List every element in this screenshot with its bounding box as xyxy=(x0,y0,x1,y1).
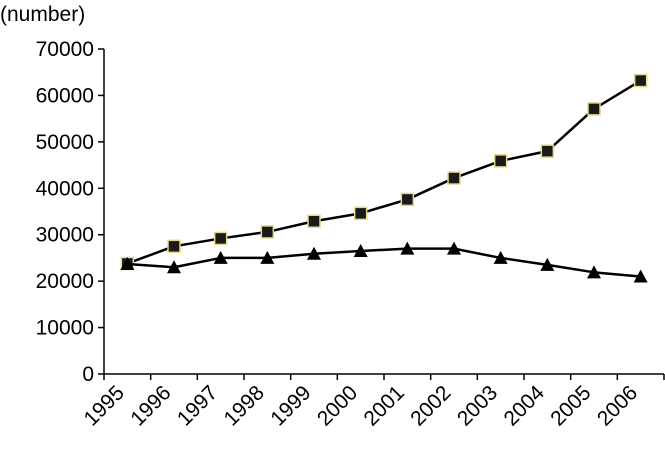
triangle-marker xyxy=(447,241,461,255)
triangle-marker xyxy=(307,246,321,260)
triangle-marker xyxy=(633,269,648,283)
triangle-marker xyxy=(213,250,228,264)
y-tick-label: 0 xyxy=(82,363,94,386)
triangle-marker xyxy=(400,241,415,255)
square-marker xyxy=(540,144,555,158)
square-marker xyxy=(400,192,415,207)
x-tick-label: 2005 xyxy=(546,381,595,430)
triangle-marker xyxy=(540,257,555,271)
y-axis-unit-label: (number) xyxy=(0,3,85,26)
square-marker xyxy=(353,206,368,221)
series-line xyxy=(126,79,642,265)
square-marker xyxy=(493,154,508,168)
y-axis-ticks: 0 10000 20000 30000 40000 50000 60000 70000 xyxy=(36,38,104,386)
x-tick-label: 1997 xyxy=(173,381,222,430)
x-tick-label: 1998 xyxy=(220,381,269,430)
series-line xyxy=(127,247,641,278)
y-tick-label: 20000 xyxy=(36,270,94,293)
x-tick-label: 2006 xyxy=(593,381,642,430)
x-tick-label: 2004 xyxy=(500,381,550,431)
x-tick-label: 2002 xyxy=(406,381,455,430)
square-marker xyxy=(167,239,181,254)
triangle-marker xyxy=(120,256,135,270)
square-marker xyxy=(260,225,275,239)
series-triangle xyxy=(120,241,648,283)
x-axis-ticks: 1995199619971998199920002001200220032004… xyxy=(80,374,665,431)
x-tick-label: 2001 xyxy=(360,381,409,430)
square-marker xyxy=(447,171,461,185)
y-tick-label: 70000 xyxy=(36,38,94,61)
axes xyxy=(103,49,664,375)
series-square xyxy=(120,73,648,271)
x-tick-label: 2003 xyxy=(453,381,502,430)
triangle-marker xyxy=(353,243,368,257)
square-marker xyxy=(633,73,648,88)
y-tick-label: 30000 xyxy=(36,224,94,247)
y-tick-label: 60000 xyxy=(36,84,94,107)
x-tick-label: 2000 xyxy=(313,381,362,430)
triangle-marker xyxy=(260,250,275,264)
x-tick-label: 1999 xyxy=(266,381,315,430)
triangle-marker xyxy=(493,250,508,264)
triangle-marker xyxy=(167,260,181,274)
x-tick-label: 1996 xyxy=(126,381,175,430)
x-tick-label: 1995 xyxy=(80,381,129,430)
square-marker xyxy=(213,231,228,246)
triangle-marker xyxy=(587,265,601,279)
y-tick-label: 50000 xyxy=(36,131,94,154)
series-layer xyxy=(120,73,648,283)
y-tick-label: 40000 xyxy=(36,177,94,200)
square-marker xyxy=(587,102,601,116)
square-marker xyxy=(307,214,321,228)
y-tick-label: 10000 xyxy=(36,317,94,340)
